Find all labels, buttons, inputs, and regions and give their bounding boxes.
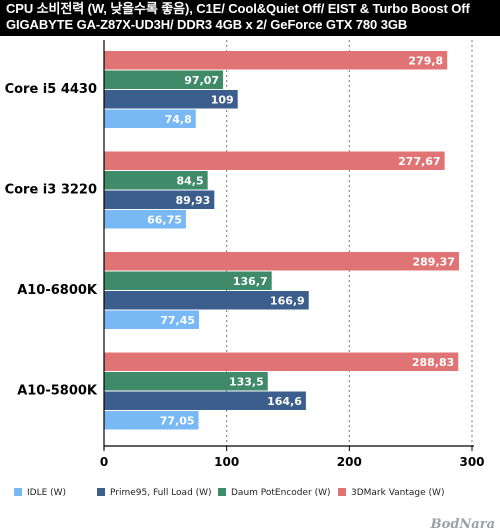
legend-label-0: IDLE (W) [27,488,66,498]
watermark-logo: BodNara [430,517,495,532]
axes: Core i5 4430 Core i3 3220 A10-6800K A10-580… [5,40,485,469]
data-label-2-3: 77,45 [160,314,195,327]
bars: 279,8 97,07 109 74,8 277,67 84,5 89,93 66,75 289… [104,51,459,430]
chart-canvas: 279,8 97,07 109 74,8 277,67 84,5 89,93 66,75 289… [5,40,495,532]
bar-2-1 [104,271,272,290]
x-tick-label-0: 0 [100,455,108,469]
bar-1-3 [104,210,186,229]
category-label-2: A10-6800K [17,283,98,298]
bar-3-3 [104,411,199,430]
data-label-1-1: 84,5 [177,175,204,188]
data-label-0-3: 74,8 [165,113,192,126]
legend-swatch-1 [97,488,105,496]
bar-3-1 [104,372,268,391]
legend-swatch-0 [14,488,22,496]
chart-title-line-1: CPU 소비전력 (W, 낮을수록 좋음), C1E/ Cool&Quiet O… [6,1,470,16]
category-label-3: A10-5800K [17,384,98,399]
legend-swatch-2 [218,488,226,496]
legend-label-3: 3DMark Vantage (W) [351,488,444,498]
data-label-3-3: 77,05 [160,415,195,428]
data-label-1-0: 277,67 [398,155,440,168]
bar-0-0 [104,51,448,70]
bar-0-2 [104,90,238,109]
bar-2-2 [104,291,309,310]
legend-swatch-3 [338,488,346,496]
data-label-1-3: 66,75 [147,214,182,227]
chart-header: CPU 소비전력 (W, 낮을수록 좋음), C1E/ Cool&Quiet O… [0,0,500,36]
x-tick-label-300: 300 [459,455,484,469]
data-label-3-1: 133,5 [229,376,264,389]
category-label-1: Core i3 3220 [5,183,97,198]
data-label-0-0: 279,8 [408,55,443,68]
bar-2-0 [104,252,459,271]
data-label-2-1: 136,7 [233,275,268,288]
data-label-2-2: 166,9 [270,295,305,308]
bar-0-3 [104,109,196,128]
bar-3-0 [104,352,459,371]
chart-title-line-2: GIGABYTE GA-Z87X-UD3H/ DDR3 4GB x 2/ GeF… [6,17,408,32]
bar-1-1 [104,171,208,190]
data-label-0-2: 109 [211,94,234,107]
category-label-0: Core i5 4430 [5,82,97,97]
data-label-1-2: 89,93 [176,194,211,207]
bar-1-0 [104,151,445,170]
legend-label-1: Prime95, Full Load (W) [110,488,212,498]
bar-3-2 [104,391,306,410]
data-label-0-1: 97,07 [184,74,219,87]
bar-2-3 [104,310,200,329]
bar-0-1 [104,70,224,89]
data-label-3-0: 288,83 [412,356,454,369]
data-label-2-0: 289,37 [413,256,455,269]
x-tick-label-100: 100 [214,455,239,469]
x-tick-label-200: 200 [337,455,362,469]
bar-1-2 [104,190,215,209]
data-label-3-2: 164,6 [267,395,302,408]
legend: IDLE (W) Prime95, Full Load (W) Daum PotEn… [14,488,444,498]
legend-label-2: Daum PotEncoder (W) [231,488,331,498]
